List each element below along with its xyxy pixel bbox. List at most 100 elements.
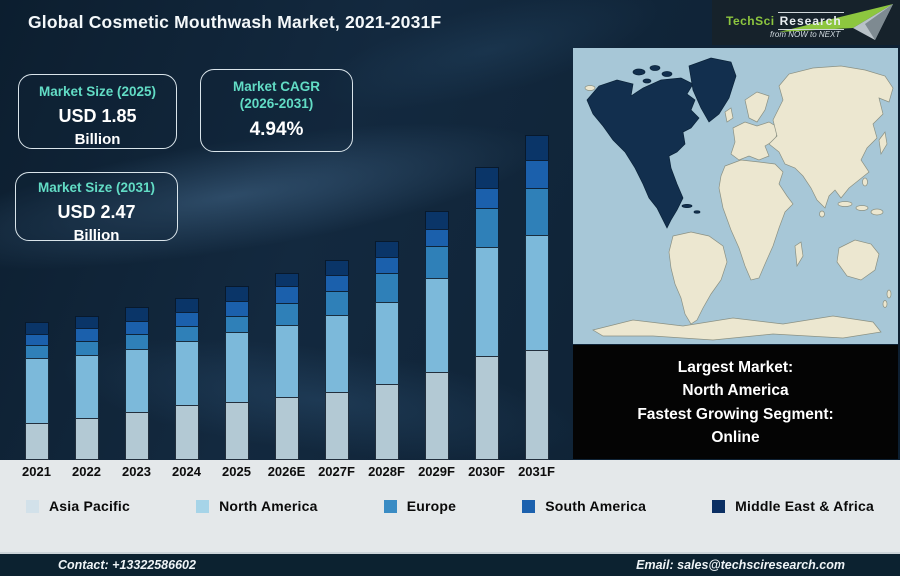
bar-segment-south-america — [274, 286, 299, 303]
bar-segment-middle-east-africa — [324, 260, 349, 275]
landmass-japan — [878, 131, 888, 156]
bar-segment-europe — [324, 291, 349, 315]
landmass-europe — [730, 121, 780, 161]
region-arctic-islands — [649, 65, 661, 71]
bar-segment-south-america — [324, 275, 349, 291]
bar-segment-europe — [524, 188, 549, 235]
bar-segment-north-america — [24, 358, 49, 423]
bar-segment-asia-pacific — [274, 397, 299, 460]
bar-2025 — [224, 286, 249, 460]
brand-tagline: from NOW to NEXT — [770, 30, 841, 39]
stat-value: 4.94% — [249, 118, 304, 140]
bar-segment-middle-east-africa — [224, 286, 249, 301]
landmass-british-isles — [724, 107, 734, 123]
legend-swatch-icon — [196, 499, 210, 513]
bar-segment-europe — [124, 334, 149, 349]
bar-2024 — [174, 298, 199, 460]
landmass-sri-lanka — [819, 210, 825, 218]
arrow-icon — [779, 4, 893, 40]
highlight-line: Fastest Growing Segment: — [637, 405, 834, 423]
bar-segment-asia-pacific — [374, 384, 399, 460]
footer-bar: Contact: +13322586602 Email: sales@techs… — [0, 552, 900, 576]
highlight-line: Largest Market: — [677, 359, 794, 376]
bar-segment-south-america — [124, 321, 149, 334]
bar-segment-asia-pacific — [424, 372, 449, 460]
bar-segment-asia-pacific — [174, 405, 199, 460]
bar-segment-north-america — [274, 325, 299, 397]
legend-item-south-america: South America — [522, 498, 646, 514]
email-text: Email: sales@techsciresearch.com — [636, 558, 845, 572]
legend-label: Europe — [406, 498, 457, 514]
legend-label: South America — [545, 498, 647, 514]
legend-item-europe: Europe — [383, 498, 457, 514]
techsci-logo: TechSci Research from NOW to NEXT — [712, 0, 900, 45]
bar-segment-middle-east-africa — [274, 273, 299, 286]
bar-segment-south-america — [474, 188, 499, 208]
bar-segment-south-america — [424, 229, 449, 246]
bar-2028F — [374, 241, 399, 460]
brand-primary: TechSci — [726, 14, 775, 28]
landmass-australia — [836, 239, 880, 281]
market-size-2031-box: Market Size (2031) USD 2.47 Billion — [15, 172, 178, 244]
market-cagr-box: Market CAGR (2026-2031) 4.94% — [200, 69, 353, 152]
x-axis-label-2030F: 2030F — [468, 464, 505, 479]
bar-segment-south-america — [74, 328, 99, 341]
bar-segment-europe — [174, 326, 199, 341]
legend-swatch-icon — [26, 499, 39, 513]
brand-name: TechSci Research — [726, 12, 844, 30]
highlight-line: Online — [711, 428, 760, 446]
bar-segment-north-america — [74, 355, 99, 418]
region-caribbean — [693, 210, 701, 214]
stat-label: Market CAGR (2026-2031) — [201, 79, 352, 113]
highlight-line: North America — [682, 382, 789, 400]
legend-label: Asia Pacific — [49, 498, 130, 514]
bar-segment-middle-east-africa — [374, 241, 399, 257]
contact-text: Contact: +13322586602 — [58, 558, 196, 572]
landmass-asia — [768, 65, 894, 209]
market-size-2025-box: Market Size (2025) USD 1.85 Billion — [18, 74, 177, 149]
bar-segment-asia-pacific — [74, 418, 99, 460]
bar-2022 — [74, 316, 99, 460]
region-arctic-islands — [642, 78, 652, 84]
bar-segment-north-america — [424, 278, 449, 372]
legend-swatch-icon — [712, 499, 726, 513]
bar-segment-europe — [374, 273, 399, 302]
x-axis-label-2024: 2024 — [172, 464, 201, 479]
x-axis-label-2022: 2022 — [72, 464, 101, 479]
bar-2027F — [324, 260, 349, 460]
legend-swatch-icon — [383, 499, 397, 513]
bar-segment-north-america — [224, 332, 249, 402]
bar-segment-south-america — [224, 301, 249, 316]
bar-segment-north-america — [374, 302, 399, 384]
stat-value: USD 2.47 — [57, 201, 136, 222]
bar-segment-south-america — [524, 160, 549, 188]
bar-2026E — [274, 273, 299, 460]
bar-2029F — [424, 211, 449, 460]
bar-segment-middle-east-africa — [24, 322, 49, 334]
x-axis-label-2028F: 2028F — [368, 464, 405, 479]
stat-unit: Billion — [73, 226, 120, 244]
x-axis-label-2031F: 2031F — [518, 464, 555, 479]
landmass-philippines — [862, 177, 868, 187]
bar-2031F — [524, 135, 549, 460]
bar-segment-north-america — [174, 341, 199, 405]
region-north-america-highlight — [586, 77, 700, 229]
largest-market-box: Largest Market: North America Fastest Gr… — [573, 345, 898, 459]
bar-segment-north-america — [524, 235, 549, 350]
bar-2030F — [474, 167, 499, 460]
x-axis-label-2029F: 2029F — [418, 464, 455, 479]
legend-label: North America — [219, 498, 318, 514]
legend-item-asia-pacific: Asia Pacific — [26, 498, 130, 514]
landmass-new-zealand — [886, 289, 892, 299]
bar-segment-middle-east-africa — [174, 298, 199, 312]
bar-segment-asia-pacific — [474, 356, 499, 460]
region-greenland-highlight — [688, 57, 737, 123]
stat-label: Market Size (2025) — [38, 84, 157, 99]
page-title: Global Cosmetic Mouthwash Market, 2021-2… — [28, 12, 442, 32]
region-caribbean — [681, 204, 693, 208]
stat-label-line2: (2026-2031) — [239, 95, 314, 111]
region-arctic-islands — [632, 68, 646, 76]
bar-segment-asia-pacific — [224, 402, 249, 460]
x-axis-label-2021: 2021 — [22, 464, 51, 479]
